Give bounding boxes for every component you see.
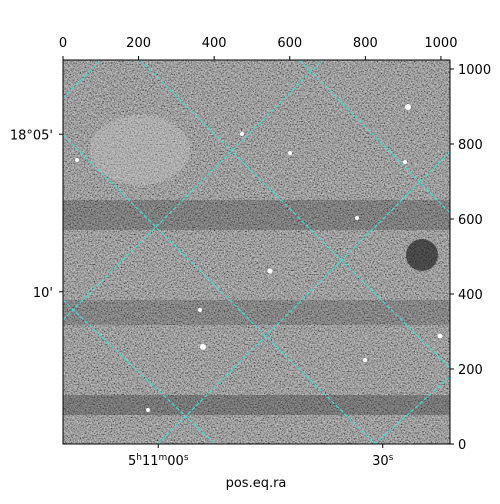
y-tick-label: 600 (458, 213, 483, 228)
y-tick-label: 0 (458, 438, 466, 453)
y-tick-label: 200 (458, 363, 483, 378)
x-tick-label: 1000 (424, 36, 457, 51)
x-tick-label: 600 (277, 36, 302, 51)
x-axis-label: pos.eq.ra (226, 476, 287, 491)
dec-tick-label: 10' (33, 286, 53, 301)
dec-tick-label: 18°05' (10, 128, 53, 143)
y-tick-label: 1000 (458, 63, 491, 78)
x-tick-label: 400 (202, 36, 227, 51)
x-tick-label: 800 (353, 36, 378, 51)
y-tick-label: 400 (458, 288, 483, 303)
coordinate-grid (63, 60, 450, 444)
ra-tick-label: 30s (372, 453, 394, 469)
ra-tick-label: 5h11m00s (128, 453, 189, 469)
y-tick-label: 800 (458, 138, 483, 153)
x-tick-label: 200 (126, 36, 151, 51)
sky-image (63, 60, 450, 444)
x-tick-label: 0 (59, 36, 67, 51)
frame (62, 59, 451, 445)
